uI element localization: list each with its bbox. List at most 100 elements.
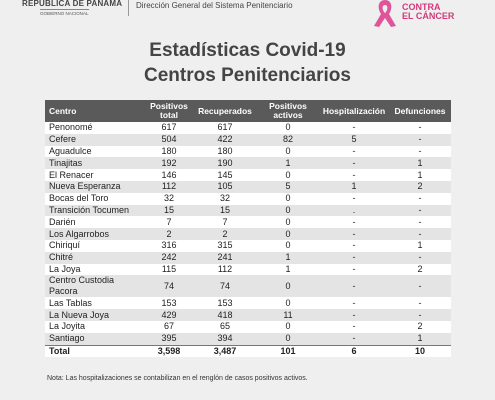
table-cell: Chitré <box>45 251 145 264</box>
table-row: Chiriquí 316 315 0-1 <box>45 239 451 252</box>
table-row: La Nueva Joya 429 418 11- - <box>45 309 451 321</box>
campaign: CONTRA <box>402 2 441 12</box>
column-header: Hospitalización <box>319 100 389 122</box>
table-cell: 1 <box>257 157 319 170</box>
table-cell: - <box>319 239 389 252</box>
table-cell: 1 <box>389 332 451 346</box>
table-cell: 429 <box>145 309 193 321</box>
agency: Dirección General del Sistema Penitencia… <box>136 1 293 10</box>
table-cell: 15 <box>145 204 193 217</box>
table-cell: El Renacer <box>45 169 145 181</box>
table-cell: 112 <box>145 180 193 193</box>
table-cell: - <box>319 263 389 276</box>
table-row: La Joyita 67 65 0-2 <box>45 320 451 333</box>
table-cell: 105 <box>193 180 257 193</box>
table-cell: 418 <box>193 309 257 321</box>
table-cell: - <box>319 169 389 181</box>
header-row: Centro Positivos total Recuperados Positivo… <box>45 100 451 122</box>
title: Estadísticas Covid-19 <box>149 40 346 61</box>
table-row: Tinajitas 192 190 1-1 <box>45 157 451 170</box>
column-header: Centro <box>45 100 145 122</box>
table-cell: Centro Custodia Pacora <box>45 275 145 298</box>
table-cell: - <box>389 145 451 158</box>
table-cell: 0 <box>257 145 319 158</box>
table-cell: 32 <box>193 192 257 205</box>
table-cell: 1 <box>257 263 319 276</box>
table-row: Santiago 395 394 0-1 <box>45 332 451 346</box>
table-cell: 153 <box>193 297 257 310</box>
table-row: Transición Tocumen 15 15 0. - <box>45 204 451 217</box>
table-cell: 145 <box>193 169 257 181</box>
table-row: Penonomé 617 617 0- - <box>45 122 451 134</box>
table-cell: 74 <box>193 275 257 298</box>
table-cell: - <box>319 145 389 158</box>
table-row: Chitré 242 241 1- - <box>45 251 451 264</box>
table-cell: 0 <box>257 192 319 205</box>
total-row: Total 3,598 3,487 101 6 10 <box>45 344 451 358</box>
table-cell: 0 <box>257 239 319 252</box>
stats-table: Centro Positivos total Recuperados Positivo… <box>45 100 451 358</box>
table-cell: 422 <box>193 133 257 146</box>
table-cell: 0 <box>257 332 319 346</box>
table-cell: Las Tablas <box>45 297 145 310</box>
table-cell: 115 <box>145 263 193 276</box>
table-cell: - <box>319 320 389 333</box>
table-row: La Joya 115 112 1-2 <box>45 263 451 276</box>
ribbon-icon <box>374 0 396 27</box>
table-cell: - <box>389 297 451 310</box>
campaign: EL CÁNCER <box>402 11 455 21</box>
table-cell: 112 <box>193 263 257 276</box>
table-cell: - <box>389 133 451 146</box>
table-cell: 7 <box>145 216 193 229</box>
total-cell: 10 <box>389 344 451 358</box>
table-row: Darién 7 7 0- - <box>45 216 451 229</box>
table-body: Penonomé 617 617 0- - Cefere 504 422 82 5- Aguadul… <box>45 122 451 358</box>
table-cell: - <box>319 297 389 310</box>
table-row: Aguadulce 180 180 0- - <box>45 145 451 158</box>
table-row: El Renacer 146 145 0-1 <box>45 169 451 181</box>
table-cell: 617 <box>193 122 257 134</box>
table-cell: Transición Tocumen <box>45 204 145 217</box>
table-cell: - <box>319 332 389 346</box>
table-cell: 315 <box>193 239 257 252</box>
table-cell: 1 <box>389 169 451 181</box>
title: Centros Penitenciarios <box>144 65 351 86</box>
table-cell: - <box>319 192 389 205</box>
table-cell: 1 <box>319 180 389 193</box>
table-cell: 0 <box>257 204 319 217</box>
table-cell: La Joyita <box>45 320 145 333</box>
column-header: Recuperados <box>193 100 257 122</box>
table-cell: - <box>319 216 389 229</box>
table-cell: Chiriquí <box>45 239 145 252</box>
table-cell: 0 <box>257 216 319 229</box>
country: REPÚBLICA DE PANAMÁ <box>22 0 123 8</box>
table-cell: 1 <box>389 157 451 170</box>
table-cell: 190 <box>193 157 257 170</box>
total-cell: Total <box>45 344 145 358</box>
table-row: Nueva Esperanza 112 105 5 1 2 <box>45 180 451 193</box>
table-cell: 316 <box>145 239 193 252</box>
table-cell: 15 <box>193 204 257 217</box>
table-cell: 2 <box>145 228 193 240</box>
table-cell: 74 <box>145 275 193 298</box>
table-cell: 617 <box>145 122 193 134</box>
table-cell: 504 <box>145 133 193 146</box>
table-cell: 0 <box>257 169 319 181</box>
table-cell: Nueva Esperanza <box>45 180 145 193</box>
table-row: Centro Custodia Pacora 74 74 0- - <box>45 275 451 298</box>
table-cell: - <box>389 204 451 217</box>
note: Nota: Las hospitalizaciones se contabili… <box>47 375 308 382</box>
table-cell: - <box>389 275 451 298</box>
table-cell: - <box>389 309 451 321</box>
table-cell: 2 <box>389 263 451 276</box>
divider <box>128 0 129 16</box>
table-row: Bocas del Toro 32 32 0- - <box>45 192 451 205</box>
table-cell: Tinajitas <box>45 157 145 170</box>
column-header: Defunciones <box>389 100 451 122</box>
table-cell: 0 <box>257 275 319 298</box>
table-cell: - <box>319 122 389 134</box>
table-cell: 32 <box>145 192 193 205</box>
table-cell: Bocas del Toro <box>45 192 145 205</box>
total-cell: 6 <box>319 344 389 358</box>
total-cell: 3,487 <box>193 344 257 358</box>
